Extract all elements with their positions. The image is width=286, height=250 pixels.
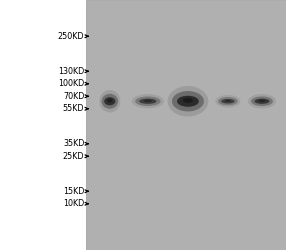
Text: 130KD: 130KD [58,67,84,76]
Ellipse shape [221,99,235,103]
Ellipse shape [172,91,204,112]
Ellipse shape [255,99,269,104]
Ellipse shape [139,99,156,104]
Ellipse shape [144,100,152,102]
Ellipse shape [218,97,238,106]
Text: 35KD: 35KD [63,139,84,148]
Ellipse shape [248,94,276,108]
Ellipse shape [135,96,160,106]
Bar [86,0,286,250]
Ellipse shape [104,97,116,105]
Ellipse shape [132,94,164,108]
Text: 70KD: 70KD [63,92,84,101]
Ellipse shape [168,86,208,117]
Ellipse shape [251,96,273,106]
Text: 10KD: 10KD [63,199,84,208]
Ellipse shape [225,100,231,102]
Ellipse shape [99,90,120,112]
Ellipse shape [259,100,265,102]
Text: 250KD: 250KD [58,32,84,41]
Ellipse shape [102,94,118,109]
Text: 15KD: 15KD [63,187,84,196]
Ellipse shape [107,99,112,102]
Text: 100KD: 100KD [58,79,84,88]
Text: 55KD: 55KD [63,104,84,113]
Text: 25KD: 25KD [63,152,84,161]
Ellipse shape [177,96,199,107]
Ellipse shape [215,95,241,108]
Ellipse shape [183,98,193,103]
